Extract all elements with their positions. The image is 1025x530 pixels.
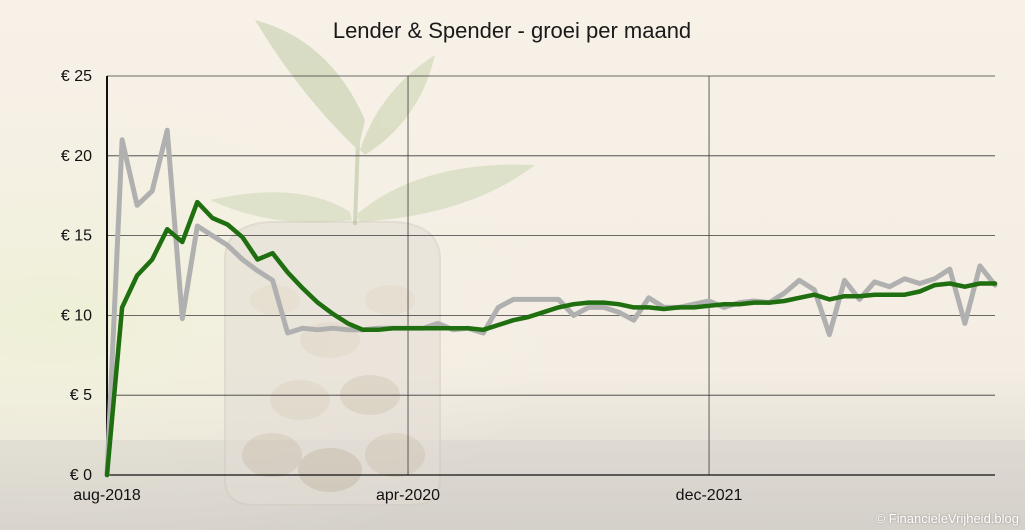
y-tick-label: € 10	[61, 307, 92, 324]
y-tick-label: € 20	[61, 148, 92, 165]
x-tick-label: apr-2020	[376, 487, 440, 504]
chart-title: Lender & Spender - groei per maand	[333, 18, 691, 43]
jar-illustration	[224, 221, 441, 506]
x-tick-label: dec-2021	[676, 487, 743, 504]
x-tick-label: aug-2018	[73, 487, 141, 504]
series-line-2	[104, 199, 998, 478]
plant-illustration	[210, 20, 535, 226]
y-tick-label: € 0	[70, 467, 92, 484]
copyright-notice: © FinancieleVrijheid.blog	[875, 511, 1019, 526]
y-tick-label: € 5	[70, 387, 92, 404]
series-line-1	[104, 127, 998, 478]
y-tick-label: € 15	[61, 228, 92, 245]
y-tick-label: € 25	[61, 68, 92, 85]
